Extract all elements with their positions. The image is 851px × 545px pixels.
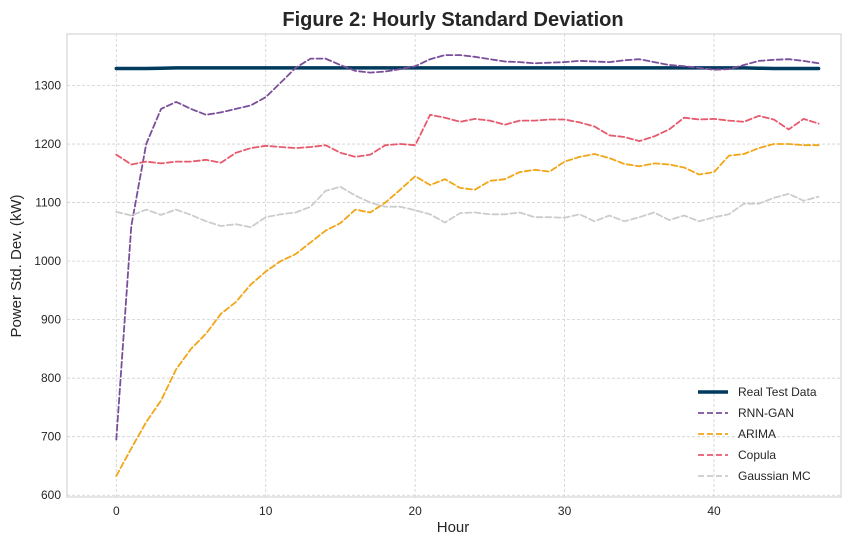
x-tick-label: 40 [707,504,721,518]
legend-label-gaussian-mc: Gaussian MC [738,469,811,483]
series-line-copula [115,113,820,166]
series-line-arima [115,143,820,477]
axes [66,33,842,498]
chart-title: Figure 2: Hourly Standard Deviation [282,9,623,31]
tick-labels: 0 10 20 30 40 600 700 800 900 1000 1100 1200 1300 [34,79,721,518]
y-tick-label: 1200 [34,137,61,151]
series-line-gaussian-mc [115,185,820,229]
series-line-rnn-gan [115,54,820,441]
series-line-real-test-data [114,66,821,71]
x-axis-label: Hour [437,519,470,536]
y-tick-label: 600 [41,488,61,502]
legend-label-rnn-gan: RNN-GAN [738,406,794,420]
y-axis-label: Power Std. Dev. (kW) [8,194,25,337]
legend-label-copula: Copula [738,448,776,462]
y-tick-label: 1300 [34,79,61,93]
legend: Real Test Data RNN-GAN ARIMA Copula Gaussian… [698,385,817,483]
y-tick-label: 1100 [35,196,61,210]
series-lines [114,54,821,477]
x-tick-label: 20 [408,504,422,518]
y-tick-label: 1000 [34,254,61,268]
legend-label-arima: ARIMA [738,427,776,441]
legend-label-real-test-data: Real Test Data [738,385,817,399]
plot-frame [66,33,842,498]
x-tick-label: 0 [113,504,120,518]
grid [67,34,841,497]
x-tick-label: 10 [259,504,273,518]
y-tick-label: 700 [41,430,61,444]
y-tick-label: 800 [41,371,61,385]
y-tick-label: 900 [41,313,61,327]
x-tick-label: 30 [558,504,572,518]
